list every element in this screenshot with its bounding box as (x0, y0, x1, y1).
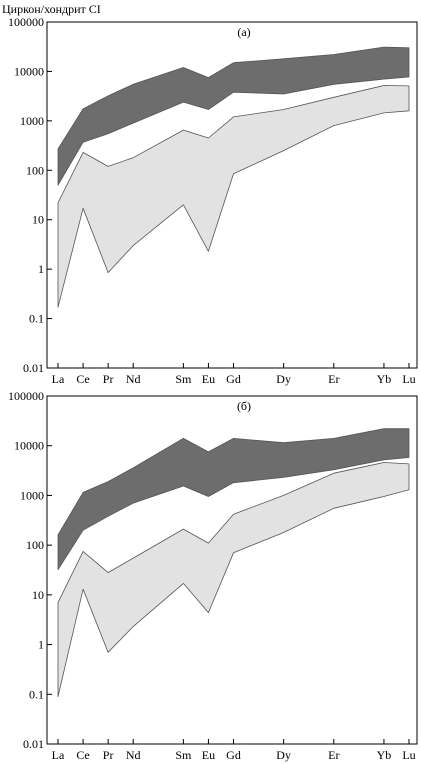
y-tick-label: 100 (26, 538, 44, 552)
x-tick-label-Nd: Nd (126, 748, 141, 762)
x-tick-label-Yb: Yb (377, 372, 392, 386)
y-tick-label: 1000 (20, 114, 44, 128)
x-tick-label-Sm: Sm (175, 748, 192, 762)
x-tick-label-Er: Er (328, 748, 339, 762)
x-tick-label-Nd: Nd (126, 372, 141, 386)
y-axis-label: Циркон/хондрит CI (2, 2, 101, 16)
y-tick-label: 10 (32, 213, 44, 227)
x-tick-label-Eu: Eu (202, 372, 215, 386)
y-tick-label: 1000 (20, 488, 44, 502)
y-tick-label: 0.01 (23, 737, 44, 751)
x-tick-label-Lu: Lu (402, 372, 415, 386)
y-tick-label: 100000 (8, 15, 44, 29)
x-tick-label-La: La (52, 748, 65, 762)
chart-panel-2: 0.01 0.1 1 10 100 1000 10000 100000 La Ce Pr Nd Sm Eu… (8, 389, 418, 762)
x-tick-label-Gd: Gd (226, 748, 241, 762)
y-tick-label: 1 (38, 638, 44, 652)
x-tick-label-Sm: Sm (175, 372, 192, 386)
chart-panel-1: 0.01 0.1 1 10 100 1000 10000 100000 La Ce Pr Nd Sm Eu… (8, 15, 418, 386)
plot-frame-2 (46, 395, 418, 745)
x-tick-label-Gd: Gd (226, 372, 241, 386)
y-tick-label: 10000 (14, 439, 44, 453)
x-tick-label-Ce: Ce (76, 748, 89, 762)
x-tick-label-Pr: Pr (103, 372, 114, 386)
x-tick-label-Er: Er (328, 372, 339, 386)
y-tick-label: 10000 (14, 64, 44, 78)
y-tick-label: 100000 (8, 389, 44, 403)
x-tick-label-Yb: Yb (377, 748, 392, 762)
panel-label: (a) (237, 25, 250, 39)
x-tick-label-La: La (52, 372, 65, 386)
x-tick-label-Dy: Dy (276, 372, 291, 386)
x-tick-label-Pr: Pr (103, 748, 114, 762)
x-tick-label-Ce: Ce (76, 372, 89, 386)
dark-band-1 (57, 46, 410, 186)
chart-panels: 0.01 0.1 1 10 100 1000 10000 100000 La Ce Pr Nd Sm Eu… (8, 15, 418, 762)
y-tick-label: 0.1 (29, 687, 44, 701)
x-tick-label-Eu: Eu (202, 748, 215, 762)
plot-frame-1 (46, 21, 418, 369)
y-tick-label: 0.01 (23, 361, 44, 375)
dark-band-2 (57, 428, 410, 571)
x-tick-label-Dy: Dy (276, 748, 291, 762)
light-band-1 (57, 85, 410, 308)
panel-label: (б) (237, 399, 251, 413)
y-tick-label: 0.1 (29, 312, 44, 326)
light-band-2 (57, 462, 410, 697)
y-tick-label: 100 (26, 163, 44, 177)
y-tick-label: 10 (32, 588, 44, 602)
y-tick-label: 1 (38, 262, 44, 276)
x-tick-label-Lu: Lu (402, 748, 415, 762)
